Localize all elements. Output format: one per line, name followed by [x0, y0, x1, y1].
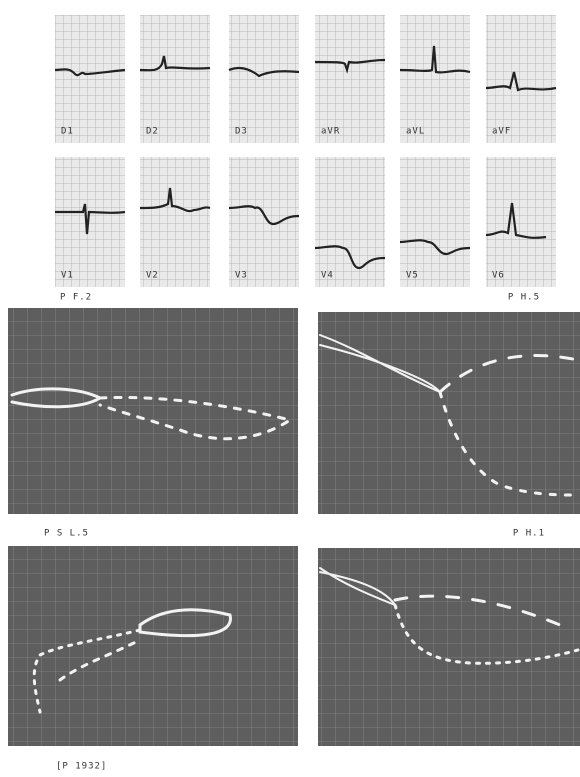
vector-panel [318, 548, 580, 746]
vector-panel [8, 546, 298, 746]
lead-label: V6 [492, 271, 505, 281]
lead-label: V4 [321, 271, 334, 281]
ecg-panel [400, 157, 470, 287]
lead-label: V5 [406, 271, 419, 281]
lead-label: D3 [235, 127, 248, 137]
ecg-panel [140, 157, 210, 287]
ecg-trace [399, 239, 471, 256]
ecg-panel [229, 157, 299, 287]
ecg-trace [55, 203, 126, 235]
lead-label: V1 [61, 271, 74, 281]
ecg-panel [486, 157, 556, 287]
ecg-trace [139, 187, 211, 213]
lead-label: V2 [146, 271, 159, 281]
lead-label: aVF [492, 127, 511, 137]
ecg-panel [486, 15, 556, 143]
ecg-trace [54, 68, 126, 77]
ecg-trace [228, 66, 300, 78]
ecg-panel [140, 15, 210, 143]
caption: P H.1 [513, 529, 545, 539]
lead-label: aVL [406, 127, 425, 137]
ecg-trace [314, 245, 386, 270]
lead-label: D2 [146, 127, 159, 137]
ecg-panel [229, 15, 299, 143]
caption: P F.2 [60, 293, 92, 303]
lead-label: aVR [321, 127, 340, 137]
ecg-panel [315, 157, 385, 287]
ecg-trace [228, 205, 300, 226]
ecg-trace [399, 45, 471, 74]
caption: P S L.5 [44, 529, 89, 539]
ecg-trace [139, 55, 211, 72]
ecg-panel [315, 15, 385, 143]
ecg-panel [55, 15, 125, 143]
ecg-trace [485, 202, 547, 239]
ecg-panel [400, 15, 470, 143]
lead-label: V3 [235, 271, 248, 281]
vector-loops [10, 334, 580, 714]
caption: [P 1932] [56, 762, 107, 772]
ecg-trace [314, 58, 386, 74]
ecg-strips: D1 D2 D3 aVR aVL aVF V1 V2 V3 V4 V5 V6 [54, 15, 557, 287]
ecg-panel [55, 157, 125, 287]
caption: P H.5 [508, 293, 540, 303]
vector-panel [318, 312, 580, 514]
ecg-trace [485, 71, 557, 92]
lead-label: D1 [61, 127, 74, 137]
